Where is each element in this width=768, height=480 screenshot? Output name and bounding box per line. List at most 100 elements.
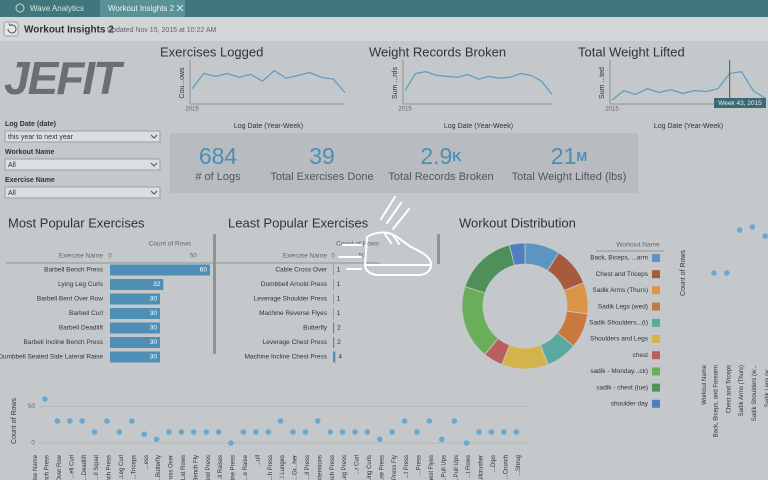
- y-axis-label: Count of Rows: [680, 250, 687, 296]
- legend-title: Workout Name: [616, 242, 660, 249]
- bar: [110, 351, 160, 363]
- x-tick-label: ...Butterfly: [156, 455, 162, 480]
- tab-label[interactable]: Workout Insights 2: [108, 4, 175, 13]
- tooltip: [714, 98, 766, 108]
- data-point: [253, 429, 259, 435]
- filter-value: All: [8, 162, 16, 169]
- kpi-label: Total Records Broken: [388, 171, 493, 183]
- value-label: 30: [150, 296, 158, 303]
- value-label: 32: [153, 281, 161, 288]
- legend-swatch: [652, 367, 660, 376]
- dimension-label: Exercise Name: [59, 253, 103, 260]
- row-label: Barbell Deadlift: [59, 325, 103, 332]
- tab-label[interactable]: Wave Analytics: [30, 4, 84, 13]
- legend-swatch: [652, 351, 660, 360]
- dropdown-arrow: [150, 190, 158, 195]
- dashboard-title: Workout Insights 2: [24, 25, 114, 36]
- app-icon: [15, 3, 25, 13]
- legend-label: Shoulders and Legs: [590, 336, 649, 343]
- scrollbar: [437, 234, 440, 264]
- x-tick-label: Sadik Shoulders (w...: [752, 365, 758, 422]
- value-label: 30: [150, 325, 158, 332]
- y-axis-label: Cou...ows: [179, 67, 186, 99]
- filter-value: this year to next year: [8, 134, 74, 141]
- row-label: Lying Leg Curls: [58, 281, 104, 288]
- x-tick-label: ...Pull Ups: [441, 455, 447, 480]
- sparkline: [191, 69, 346, 93]
- x-tick-label: ...Triceps: [131, 455, 137, 479]
- y-tick-label: 50: [28, 403, 36, 410]
- x-tick-label: ...ess: [144, 455, 150, 469]
- filter-dropdown[interactable]: [4, 158, 161, 171]
- legend-label: Chest and Triceps: [596, 271, 649, 278]
- donut-segment: [508, 242, 526, 266]
- y-axis-label: Sum ...rds: [392, 67, 399, 99]
- x-tick-label: ...xtensions: [317, 455, 323, 480]
- y-axis-label: Count of Rows: [11, 398, 18, 444]
- bar: [333, 264, 334, 276]
- kpi-label: Total Exercises Done: [270, 171, 373, 183]
- data-point: [377, 436, 383, 443]
- charts: Log Date (date) this year to next year Wor…: [0, 44, 768, 480]
- filter-label: Log Date (date): [5, 121, 56, 128]
- data-point: [736, 227, 743, 233]
- value-label: 2: [337, 325, 341, 332]
- x-tick-label: ...ind Press: [206, 455, 212, 480]
- x-tick-label: ...ll Press: [305, 455, 311, 480]
- value-label: 1: [337, 267, 341, 274]
- legend-label: Sadik Arms (Thurs): [592, 287, 648, 294]
- x-tick-label: ...ell Curl: [69, 455, 75, 479]
- value-label: 1: [337, 296, 341, 303]
- legend-swatch: [652, 318, 660, 327]
- row-label: Leverage Shoulder Press: [254, 296, 328, 303]
- x-tick-label: ...Cross Over: [169, 455, 175, 480]
- data-point: [54, 418, 61, 424]
- bar: [110, 322, 160, 334]
- data-point: [191, 429, 197, 435]
- x-tick-label: ...Press: [417, 455, 423, 475]
- x-axis-label: Log Date (Year-Week): [444, 123, 513, 130]
- filter-value: All: [8, 190, 16, 197]
- x-tick-label: ...t Rows: [466, 455, 472, 478]
- x-tick-label: 2015: [605, 107, 619, 113]
- chart-title: Exercises Logged: [160, 44, 263, 59]
- bar: [333, 308, 334, 319]
- kpi-value: 39: [309, 143, 335, 169]
- data-point: [501, 429, 507, 435]
- close-tab[interactable]: [176, 4, 184, 12]
- x-tick-label: Sadik Arms (Thurs): [739, 365, 745, 416]
- bar: [333, 322, 335, 334]
- x-tick-label: ...h Press: [268, 455, 274, 480]
- x-tick-label: 50: [190, 254, 197, 260]
- kpi-number: 21: [551, 143, 577, 169]
- x-tick-label: ...ull: [255, 455, 261, 466]
- x-tick-label: ...Crunch: [503, 455, 509, 479]
- sparkline: [611, 70, 766, 101]
- x-tick-label: ...t Press: [404, 455, 410, 479]
- data-point: [439, 436, 445, 443]
- x-tick-label: ...ing Curls: [367, 455, 373, 480]
- data-point: [228, 440, 234, 446]
- x-tick-label: ...e Raise: [243, 454, 249, 480]
- x-tick-label: ...ench Press: [45, 455, 51, 480]
- row-label: Butterfly: [303, 325, 328, 332]
- data-point: [141, 431, 147, 438]
- x-tick-label: ...Over Row: [57, 454, 63, 480]
- active-tab[interactable]: [100, 0, 185, 17]
- chart-title: Weight Records Broken: [369, 44, 506, 59]
- header-bar: [0, 17, 768, 41]
- bar: [333, 293, 334, 305]
- filter-dropdown[interactable]: [4, 186, 161, 199]
- data-point: [451, 418, 458, 424]
- data-point: [240, 429, 247, 435]
- filter-dropdown[interactable]: [4, 130, 161, 143]
- x-tick-label: ...r Curl: [355, 455, 361, 475]
- scrollbar: [213, 234, 216, 354]
- x-tick-label: Chest and Triceps: [726, 365, 732, 413]
- chart-title: Workout Distribution: [459, 215, 576, 230]
- data-point: [290, 429, 296, 435]
- row-label: Barbell Curl: [69, 310, 104, 317]
- legend-label: sadik - chest (tue): [596, 384, 648, 391]
- x-axis-label: Workout Name: [702, 364, 708, 405]
- data-point: [203, 429, 209, 435]
